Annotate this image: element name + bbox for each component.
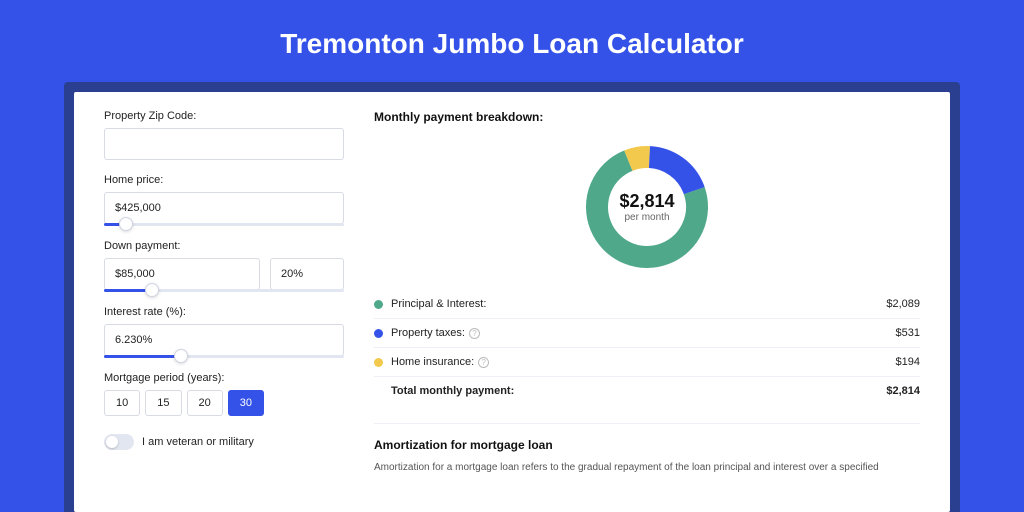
legend: Principal & Interest:$2,089Property taxe… — [374, 290, 920, 405]
total-value: $2,814 — [886, 385, 920, 397]
donut-center-sub: per month — [624, 212, 669, 223]
legend-label: Principal & Interest: — [391, 298, 886, 310]
legend-label: Home insurance:? — [391, 356, 896, 368]
home-price-label: Home price: — [104, 174, 344, 186]
legend-value: $194 — [896, 356, 920, 368]
legend-row-total: Total monthly payment:$2,814 — [374, 377, 920, 405]
donut-chart-area: $2,814 per month — [374, 134, 920, 290]
zip-label: Property Zip Code: — [104, 110, 344, 122]
legend-swatch — [374, 300, 383, 309]
legend-value: $2,089 — [886, 298, 920, 310]
period-button-10[interactable]: 10 — [104, 390, 140, 416]
legend-row: Property taxes:?$531 — [374, 319, 920, 348]
donut-center-amount: $2,814 — [619, 191, 674, 212]
slider-thumb[interactable] — [145, 283, 159, 297]
legend-row: Principal & Interest:$2,089 — [374, 290, 920, 319]
page-title: Tremonton Jumbo Loan Calculator — [0, 0, 1024, 82]
legend-row: Home insurance:?$194 — [374, 348, 920, 377]
card-frame: Property Zip Code: Home price: Down paym… — [64, 82, 960, 512]
breakdown-title: Monthly payment breakdown: — [374, 110, 920, 124]
period-button-30[interactable]: 30 — [228, 390, 264, 416]
amortization-title: Amortization for mortgage loan — [374, 423, 920, 452]
period-button-15[interactable]: 15 — [145, 390, 181, 416]
mortgage-period-group: 10152030 — [104, 390, 344, 416]
veteran-label: I am veteran or military — [142, 436, 254, 448]
info-icon[interactable]: ? — [478, 357, 489, 368]
interest-rate-label: Interest rate (%): — [104, 306, 344, 318]
total-label: Total monthly payment: — [391, 385, 886, 397]
veteran-toggle[interactable] — [104, 434, 134, 450]
legend-value: $531 — [896, 327, 920, 339]
info-icon[interactable]: ? — [469, 328, 480, 339]
down-payment-input[interactable] — [104, 258, 260, 290]
down-payment-slider[interactable] — [104, 289, 344, 292]
mortgage-period-label: Mortgage period (years): — [104, 372, 344, 384]
down-payment-label: Down payment: — [104, 240, 344, 252]
legend-swatch — [374, 329, 383, 338]
interest-rate-input[interactable] — [104, 324, 344, 356]
legend-swatch — [374, 358, 383, 367]
home-price-slider[interactable] — [104, 223, 344, 226]
slider-thumb[interactable] — [119, 217, 133, 231]
home-price-input[interactable] — [104, 192, 344, 224]
donut-center: $2,814 per month — [582, 142, 712, 272]
legend-label: Property taxes:? — [391, 327, 896, 339]
toggle-knob — [106, 436, 118, 448]
form-column: Property Zip Code: Home price: Down paym… — [104, 110, 344, 512]
zip-input[interactable] — [104, 128, 344, 160]
calculator-card: Property Zip Code: Home price: Down paym… — [74, 92, 950, 512]
down-payment-pct-input[interactable] — [270, 258, 344, 290]
interest-rate-slider[interactable] — [104, 355, 344, 358]
breakdown-column: Monthly payment breakdown: $2,814 per mo… — [374, 110, 920, 512]
slider-thumb[interactable] — [174, 349, 188, 363]
period-button-20[interactable]: 20 — [187, 390, 223, 416]
amortization-text: Amortization for a mortgage loan refers … — [374, 460, 920, 475]
